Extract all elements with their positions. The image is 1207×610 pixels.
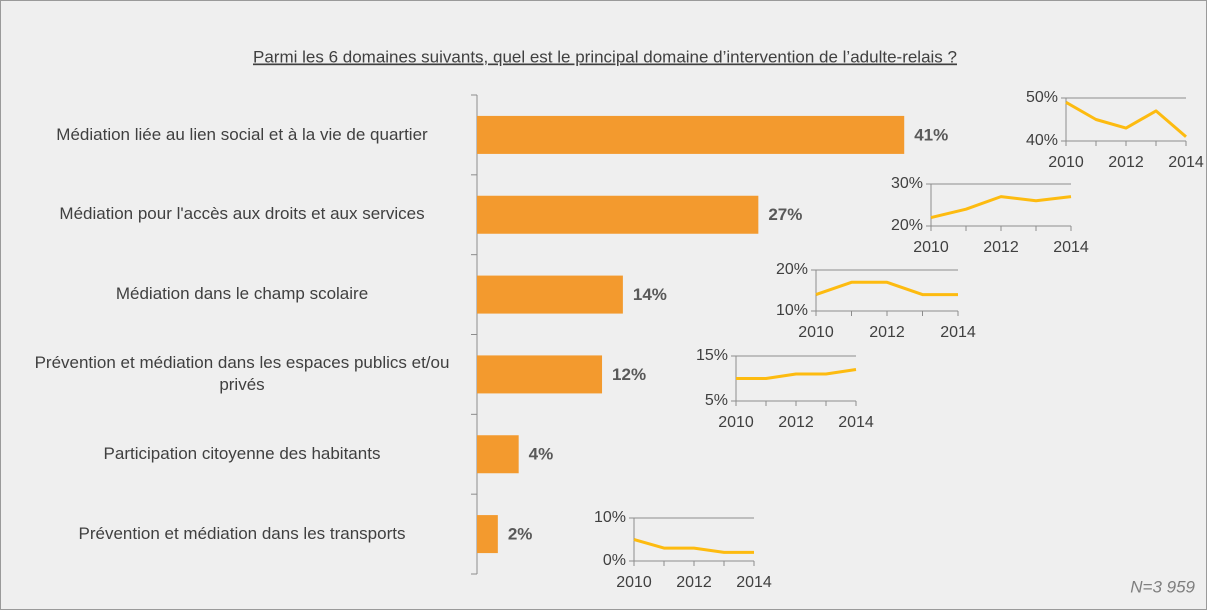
y-tick-label: 15%	[696, 347, 728, 364]
category-label: Participation citoyenne des habitants	[103, 443, 381, 463]
bar	[477, 515, 498, 554]
data-label: 2%	[508, 525, 533, 544]
y-tick-label: 40%	[1026, 132, 1058, 149]
x-tick-label: 2012	[983, 239, 1019, 256]
data-label: 12%	[612, 365, 646, 384]
x-tick-label: 2010	[718, 414, 754, 431]
y-tick-label: 50%	[1026, 89, 1058, 106]
x-tick-label: 2012	[778, 414, 814, 431]
chart-title: Parmi les 6 domaines suivants, quel est …	[253, 47, 957, 66]
data-label: 14%	[633, 285, 667, 304]
category-label: Médiation liée au lien social et à la vi…	[56, 124, 428, 144]
x-tick-label: 2012	[869, 324, 905, 341]
x-tick-label: 2012	[676, 574, 712, 591]
category-label: Médiation dans le champ scolaire	[115, 284, 369, 304]
footnote: N=3 959	[1130, 577, 1195, 596]
bar	[477, 355, 603, 394]
x-tick-label: 2014	[940, 324, 976, 341]
bar	[477, 435, 519, 474]
category-label: Médiation pour l'accès aux droits et aux…	[59, 204, 425, 224]
bar	[477, 195, 759, 234]
y-tick-label: 0%	[603, 552, 626, 569]
data-label: 41%	[914, 125, 948, 144]
line-series	[815, 280, 958, 297]
x-tick-label: 2014	[838, 414, 874, 431]
x-tick-label: 2010	[798, 324, 834, 341]
data-label: 27%	[768, 205, 802, 224]
y-tick-label: 10%	[594, 509, 626, 526]
x-tick-label: 2010	[913, 239, 949, 256]
x-tick-label: 2014	[1053, 239, 1089, 256]
bar	[477, 275, 623, 314]
x-tick-label: 2010	[1048, 154, 1084, 171]
category-label: Prévention et médiation dans les transpo…	[78, 523, 406, 543]
y-tick-label: 30%	[891, 175, 923, 192]
x-tick-label: 2010	[616, 574, 652, 591]
category-label: Prévention et médiation dans les espaces…	[34, 353, 450, 394]
line-series	[633, 538, 754, 554]
y-tick-label: 20%	[776, 261, 808, 278]
y-tick-label: 20%	[891, 217, 923, 234]
x-tick-label: 2014	[736, 574, 772, 591]
bar	[477, 115, 905, 154]
data-label: 4%	[529, 445, 554, 464]
y-tick-label: 10%	[776, 302, 808, 319]
x-tick-label: 2012	[1108, 154, 1144, 171]
y-tick-label: 5%	[705, 392, 728, 409]
line-series	[930, 195, 1072, 220]
line-series	[1065, 100, 1187, 138]
x-tick-label: 2014	[1168, 154, 1204, 171]
line-series	[736, 368, 857, 380]
